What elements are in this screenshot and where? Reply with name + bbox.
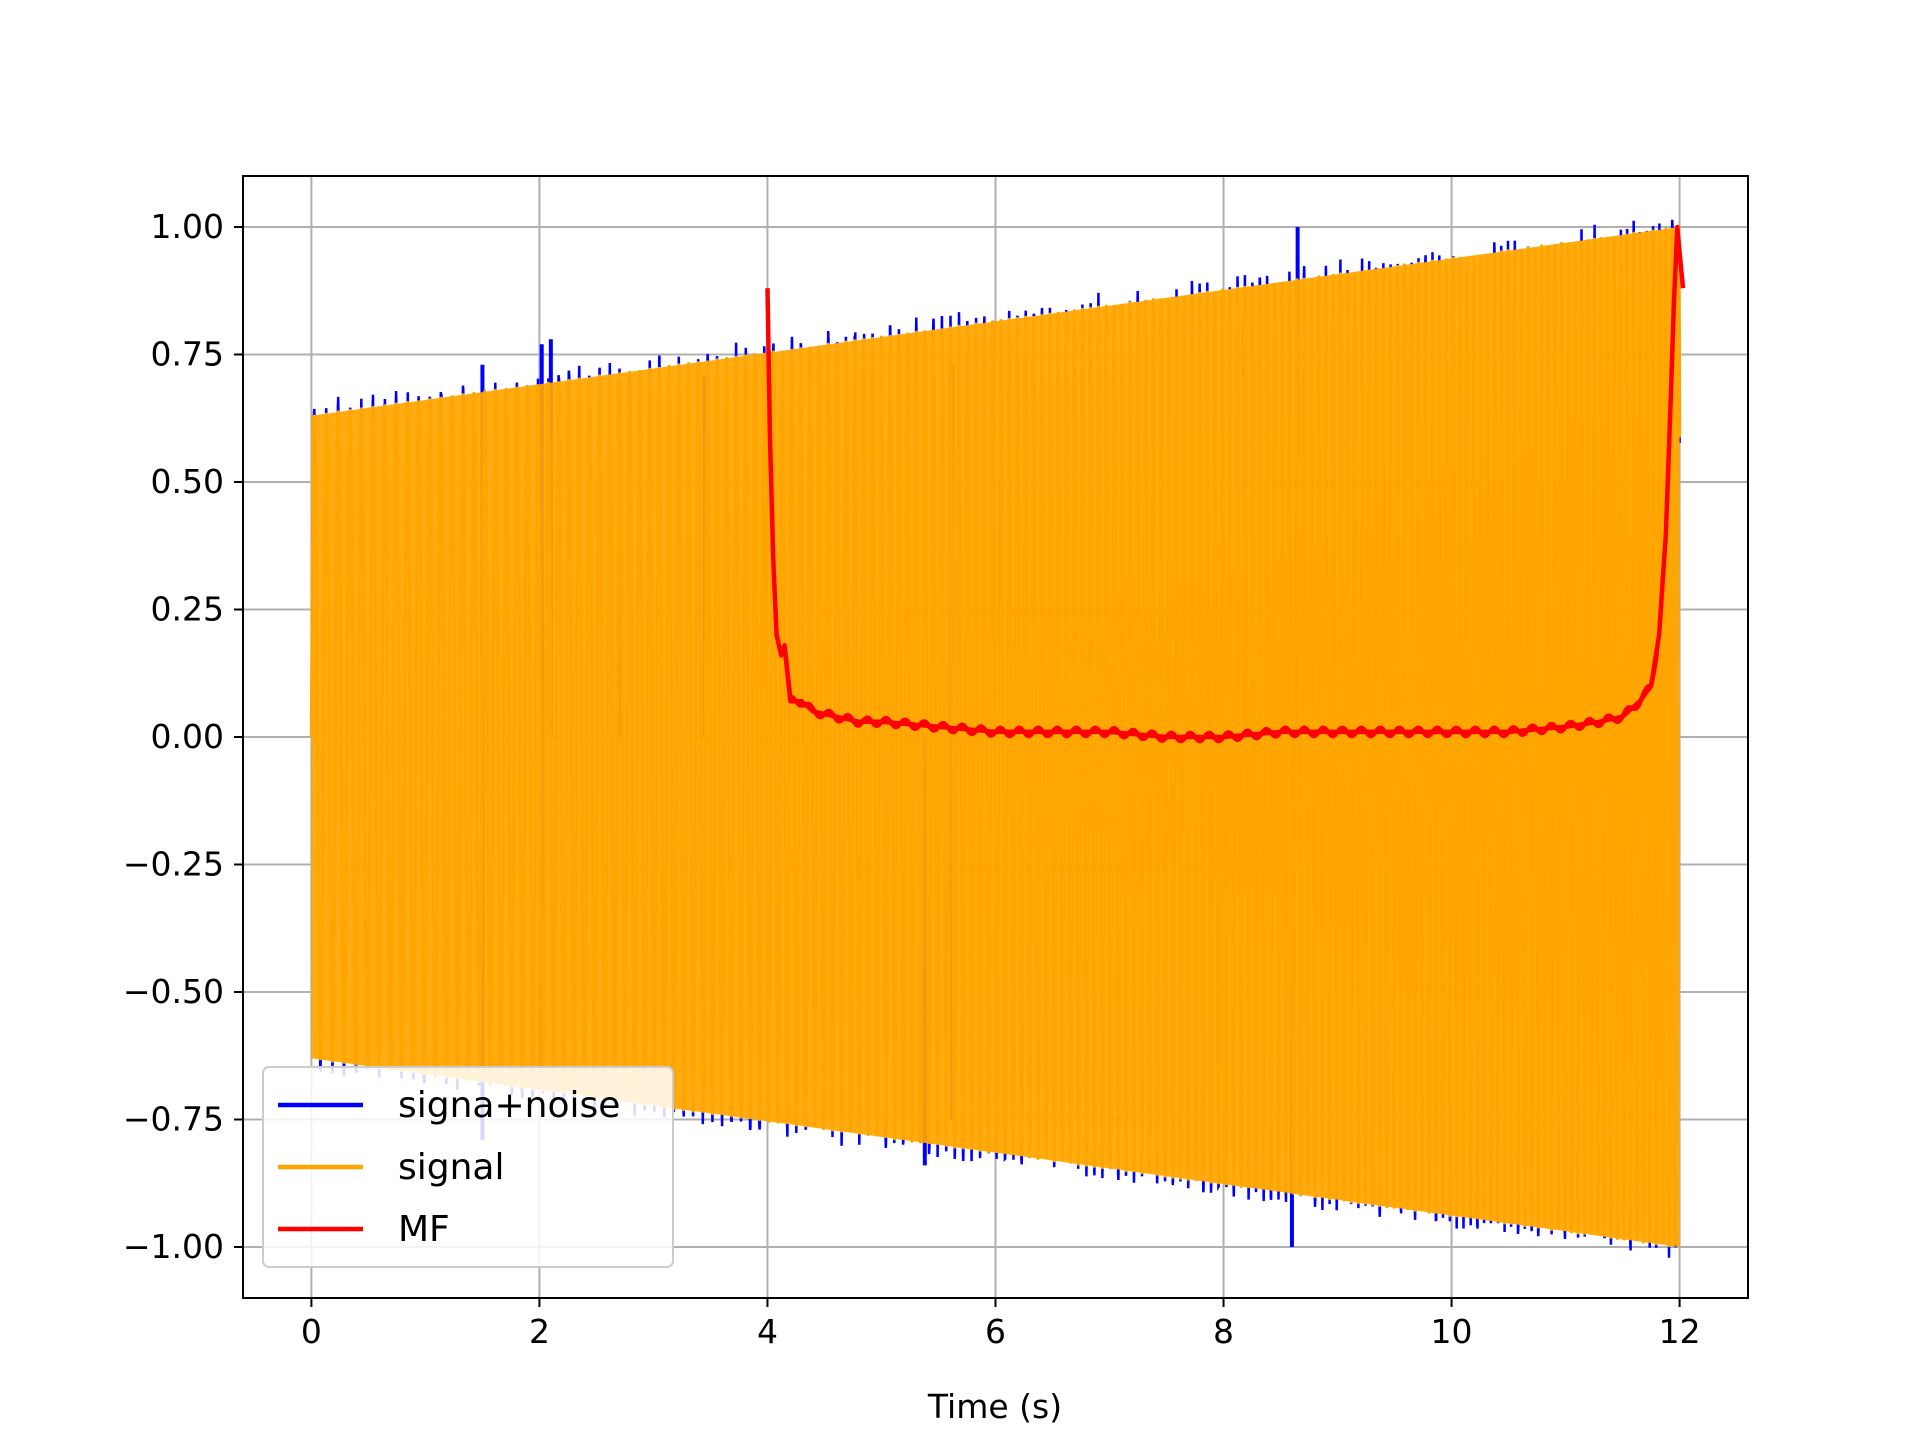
legend-label: MF [398, 1209, 450, 1250]
series-line-mf-ripple [782, 647, 1660, 744]
x-tick-label: 6 [985, 1312, 1006, 1351]
x-tick-label: 2 [529, 1312, 550, 1351]
y-tick-label: 1.00 [151, 207, 224, 246]
legend-label: signal [398, 1147, 505, 1188]
y-tick-label: −0.25 [123, 845, 224, 884]
x-tick-label: 12 [1659, 1312, 1701, 1351]
plot-area [309, 219, 1686, 1258]
x-tick-label: 0 [301, 1312, 322, 1351]
y-tick-label: 0.50 [151, 462, 224, 501]
y-tick-label: 0.75 [151, 335, 224, 374]
legend-box [262, 1066, 674, 1268]
x-tick-label: 10 [1431, 1312, 1473, 1351]
y-tick-label: −1.00 [123, 1227, 224, 1266]
signal-envelope-fill [311, 227, 1680, 1247]
y-tick-label: 0.25 [151, 590, 224, 629]
x-axis-label: Time (s) [927, 1387, 1062, 1426]
y-tick-label: −0.50 [123, 972, 224, 1011]
x-tick-label: 8 [1213, 1312, 1234, 1351]
y-tick-label: −0.75 [123, 1100, 224, 1139]
axis-ticks: 0 2 4 6 8 10 12 −1.00 −0.75 −0.50 −0.25 0.00 0.25 0.5… [123, 207, 1701, 1351]
legend-label: signa+noise [398, 1085, 620, 1126]
legend: signa+noise signal MF [262, 1066, 674, 1268]
x-tick-label: 4 [757, 1312, 778, 1351]
y-tick-label: 0.00 [151, 717, 224, 756]
